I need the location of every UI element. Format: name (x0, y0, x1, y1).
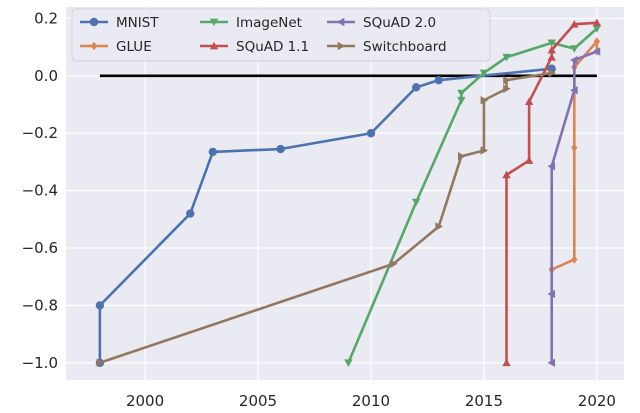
data-point-mnist-1 (95, 301, 105, 310)
series-squad-2-0 (547, 47, 601, 367)
series-imagenet (344, 25, 602, 367)
data-point-squad-1-1-3 (524, 97, 534, 106)
data-point-squad-2-0-5 (592, 47, 601, 56)
legend-marker-glue (90, 41, 98, 51)
legend-entry-squad-1-1: SQuAD 1.1 (200, 39, 309, 55)
data-point-switchboard-4 (480, 146, 489, 155)
series-group (95, 18, 602, 367)
data-point-switchboard-7 (503, 75, 511, 85)
data-point-imagenet-0 (344, 359, 353, 367)
y-tick-label: −1.0 (22, 354, 58, 372)
series-squad-1-1 (502, 18, 602, 367)
data-point-squad-1-1-2 (524, 156, 534, 164)
data-point-squad-1-1-6 (570, 20, 579, 28)
legend-marker-squad-2-0 (336, 17, 345, 27)
legend-label-squad-1-1: SQuAD 1.1 (236, 39, 309, 55)
data-point-switchboard-0 (96, 358, 105, 367)
data-point-squad-1-1-1 (502, 170, 511, 179)
x-tick-label: 2000 (126, 392, 164, 410)
data-point-mnist-3 (208, 147, 218, 157)
series-line-squad-1-1 (505, 21, 597, 363)
data-point-imagenet-8 (592, 25, 602, 33)
legend-label-mnist: MNIST (116, 15, 159, 31)
x-tick-label: 2015 (465, 392, 503, 410)
data-point-imagenet-2 (457, 96, 466, 105)
data-point-glue-4 (593, 37, 601, 46)
x-tick-label: 2010 (352, 392, 390, 410)
y-tick-label: −0.8 (22, 296, 58, 314)
data-point-imagenet-3 (457, 89, 466, 98)
y-tick-label: −0.6 (22, 239, 58, 257)
y-tick-label: −0.2 (22, 124, 58, 142)
legend-entry-glue: GLUE (80, 39, 152, 55)
legend-label-squad-2-0: SQuAD 2.0 (363, 15, 436, 31)
legend-marker-mnist (89, 17, 99, 27)
legend-label-imagenet: ImageNet (236, 15, 302, 31)
plot-area (66, 7, 624, 380)
data-point-squad-2-0-0 (547, 358, 556, 367)
data-point-imagenet-5 (502, 53, 511, 62)
series-mnist (95, 64, 556, 367)
x-tick-label: 2020 (578, 392, 616, 410)
data-point-imagenet-1 (411, 198, 421, 207)
data-point-mnist-4 (276, 144, 285, 154)
series-switchboard (96, 68, 556, 367)
data-point-switchboard-2 (435, 222, 443, 231)
legend: MNIST GLUE ImageNet SQuAD 1.1 SQuAD 2.0 Switc… (71, 8, 491, 62)
data-point-switchboard-5 (480, 96, 489, 105)
legend-label-switchboard: Switchboard (363, 39, 447, 55)
legend-marker-squad-1-1 (209, 41, 219, 50)
legend-marker-imagenet (209, 18, 219, 27)
legend-entry-mnist: MNIST (80, 15, 159, 31)
legend-entry-squad-2-0: SQuAD 2.0 (327, 15, 436, 31)
y-tick-label: 0.0 (34, 67, 58, 85)
data-point-switchboard-1 (390, 259, 398, 268)
y-tick-label: −0.4 (22, 182, 58, 200)
data-point-switchboard-8 (548, 68, 556, 78)
data-point-squad-2-0-2 (547, 162, 556, 171)
data-point-mnist-6 (411, 83, 421, 92)
series-line-squad-2-0 (550, 50, 598, 363)
legend-label-glue: GLUE (116, 39, 152, 55)
data-point-squad-2-0-3 (570, 86, 578, 95)
data-point-switchboard-3 (457, 152, 466, 161)
legend-box (71, 8, 491, 62)
legend-entry-switchboard: Switchboard (327, 39, 447, 55)
tick-labels: 2000 2005 2010 2015 2020 −1.0 −0.8 −0.6 −0.4 −0.2… (22, 9, 616, 410)
y-tick-label: 0.2 (34, 9, 58, 27)
data-point-squad-2-0-4 (570, 55, 578, 65)
data-point-mnist-5 (366, 129, 376, 138)
data-point-mnist-2 (186, 209, 195, 218)
legend-entry-imagenet: ImageNet (200, 15, 302, 31)
data-point-squad-1-1-4 (547, 53, 556, 61)
data-point-squad-2-0-1 (547, 289, 556, 299)
data-point-squad-1-1-5 (547, 45, 556, 54)
data-point-imagenet-4 (479, 69, 489, 78)
data-point-glue-1 (571, 255, 578, 264)
data-point-glue-2 (571, 143, 578, 152)
data-point-mnist-7 (434, 75, 443, 85)
data-point-switchboard-6 (503, 84, 511, 93)
legend-marker-switchboard (337, 41, 346, 51)
x-tick-label: 2005 (239, 392, 277, 410)
data-point-imagenet-6 (547, 39, 556, 48)
data-point-squad-1-1-0 (502, 358, 511, 367)
data-point-imagenet-7 (570, 45, 579, 53)
data-point-squad-1-1-7 (592, 18, 602, 27)
